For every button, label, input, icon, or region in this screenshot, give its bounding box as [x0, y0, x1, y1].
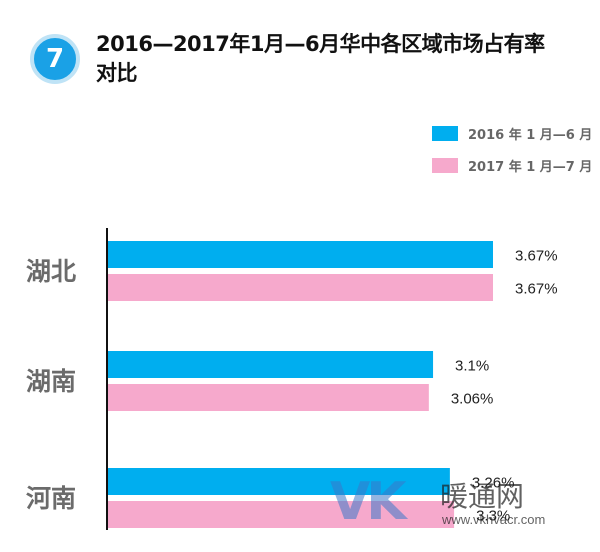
chart-title-line2: 对比 — [96, 61, 138, 85]
data-label: 3.1% — [455, 358, 489, 375]
data-label: 3.67% — [515, 281, 558, 298]
data-label: 3.67% — [515, 248, 558, 265]
data-label: 3.3% — [476, 508, 510, 525]
data-label: 3.26% — [472, 475, 515, 492]
bar-2017 — [107, 274, 493, 301]
bar-2016 — [107, 241, 493, 268]
legend-swatch-2017 — [432, 158, 458, 173]
bar-2016 — [107, 468, 450, 495]
watermark-logo: VK — [330, 472, 407, 532]
watermark-url: www.vkhvacr.com — [442, 512, 546, 527]
bar-2016 — [107, 351, 434, 378]
chart-title: 2016—2017年1月—6月华中各区域市场占有率 对比 — [96, 30, 576, 88]
chart-number-badge: 7 — [30, 34, 80, 84]
legend-label-2016: 2016 年 1 月—6 月 — [468, 128, 593, 143]
category-label: 湖北 — [26, 257, 76, 286]
bar-2017 — [107, 384, 429, 411]
data-label: 3.06% — [451, 391, 494, 408]
legend-swatch-2016 — [432, 126, 458, 141]
legend-item-2017: 2017 年 1 月—7 月 — [432, 156, 592, 175]
legend-item-2016: 2016 年 1 月—6 月 — [432, 124, 592, 143]
watermark: VK 暖通网 www.vkhvacr.com — [330, 476, 580, 536]
watermark-name: 暖通网 — [440, 480, 525, 513]
category-label: 湖南 — [26, 367, 76, 396]
chart-title-line1: 2016—2017年1月—6月华中各区域市场占有率 — [96, 32, 545, 56]
bar-2017 — [107, 501, 455, 528]
category-label: 河南 — [26, 484, 76, 513]
legend-label-2017: 2017 年 1 月—7 月 — [468, 160, 593, 175]
